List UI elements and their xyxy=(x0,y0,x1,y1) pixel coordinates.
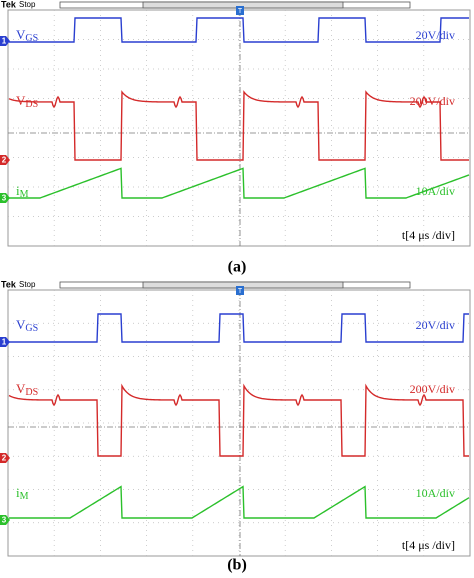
channel-label: VDS xyxy=(16,93,38,110)
channel-subscript: M xyxy=(20,491,29,502)
channel-subscript: GS xyxy=(25,323,38,334)
waveform xyxy=(8,90,469,161)
status: Stop xyxy=(19,0,36,9)
channel-label: VDS xyxy=(16,381,38,398)
waveform xyxy=(9,485,470,519)
channel-symbol: V xyxy=(16,381,26,396)
channel-marker-shape xyxy=(0,453,10,463)
channel-label: VGS xyxy=(16,27,38,44)
channel-marker: 1 xyxy=(2,37,7,46)
channel-marker-shape xyxy=(0,515,10,525)
channel-scale: 200V/div xyxy=(410,382,455,396)
channel-marker-shape xyxy=(0,193,10,203)
channel-marker: 3 xyxy=(2,516,7,525)
trigger-box xyxy=(236,6,244,15)
channel-label: iM xyxy=(16,485,29,502)
caption: (a) xyxy=(228,259,247,276)
channel-scale: 20V/div xyxy=(416,318,455,332)
channel-symbol: V xyxy=(16,27,26,42)
waveform xyxy=(9,17,469,43)
caption: (b) xyxy=(227,557,247,574)
channel-scale: 200V/div xyxy=(410,94,455,108)
channel-subscript: M xyxy=(20,189,29,200)
channel-subscript: GS xyxy=(25,33,38,44)
waveform xyxy=(9,167,470,199)
status: Stop xyxy=(19,280,36,289)
timebase: t[4 μs /div] xyxy=(402,538,455,552)
channel-marker: 3 xyxy=(2,194,7,203)
channel-marker: 2 xyxy=(2,156,7,165)
channel-marker-shape xyxy=(0,155,10,165)
channel-scale: 10A/div xyxy=(416,486,455,500)
brand: Tek xyxy=(1,279,17,289)
channel-subscript: DS xyxy=(25,99,38,110)
trigger-box xyxy=(236,286,244,295)
channel-marker: 1 xyxy=(2,338,7,347)
channel-scale: 10A/div xyxy=(416,184,455,198)
channel-marker-shape xyxy=(0,337,10,347)
channel-marker: 2 xyxy=(2,454,7,463)
channel-symbol: i xyxy=(16,183,20,198)
channel-label: VGS xyxy=(16,317,38,334)
channel-symbol: V xyxy=(16,93,26,108)
channel-marker-shape xyxy=(0,36,10,46)
waveform xyxy=(8,383,469,457)
timebase: t[4 μs /div] xyxy=(402,228,455,242)
channel-subscript: DS xyxy=(25,387,38,398)
trigger-marker: T xyxy=(238,288,243,295)
channel-symbol: i xyxy=(16,485,20,500)
channel-symbol: V xyxy=(16,317,26,332)
channel-label: iM xyxy=(16,183,29,200)
brand: Tek xyxy=(1,0,17,9)
trigger-marker: T xyxy=(238,8,243,15)
channel-scale: 20V/div xyxy=(416,28,455,42)
waveform xyxy=(9,313,469,343)
